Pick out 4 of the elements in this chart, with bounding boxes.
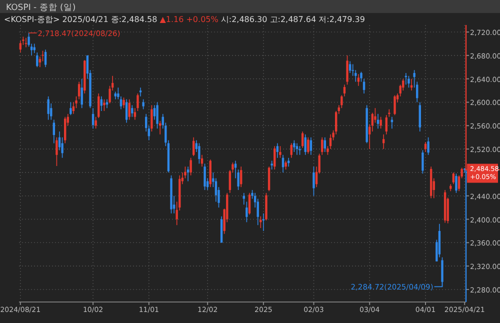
chart-title: KOSPI - 종합 (일) <box>6 3 76 13</box>
chart-subtitle: <KOSPI-종합> 2025/04/21 종:2,484.58 <box>4 15 160 24</box>
text: ▲1.16 +0.05% <box>160 15 221 24</box>
text: 시:2,486.30 고:2,487.64 저:2,479.39 <box>220 15 365 24</box>
